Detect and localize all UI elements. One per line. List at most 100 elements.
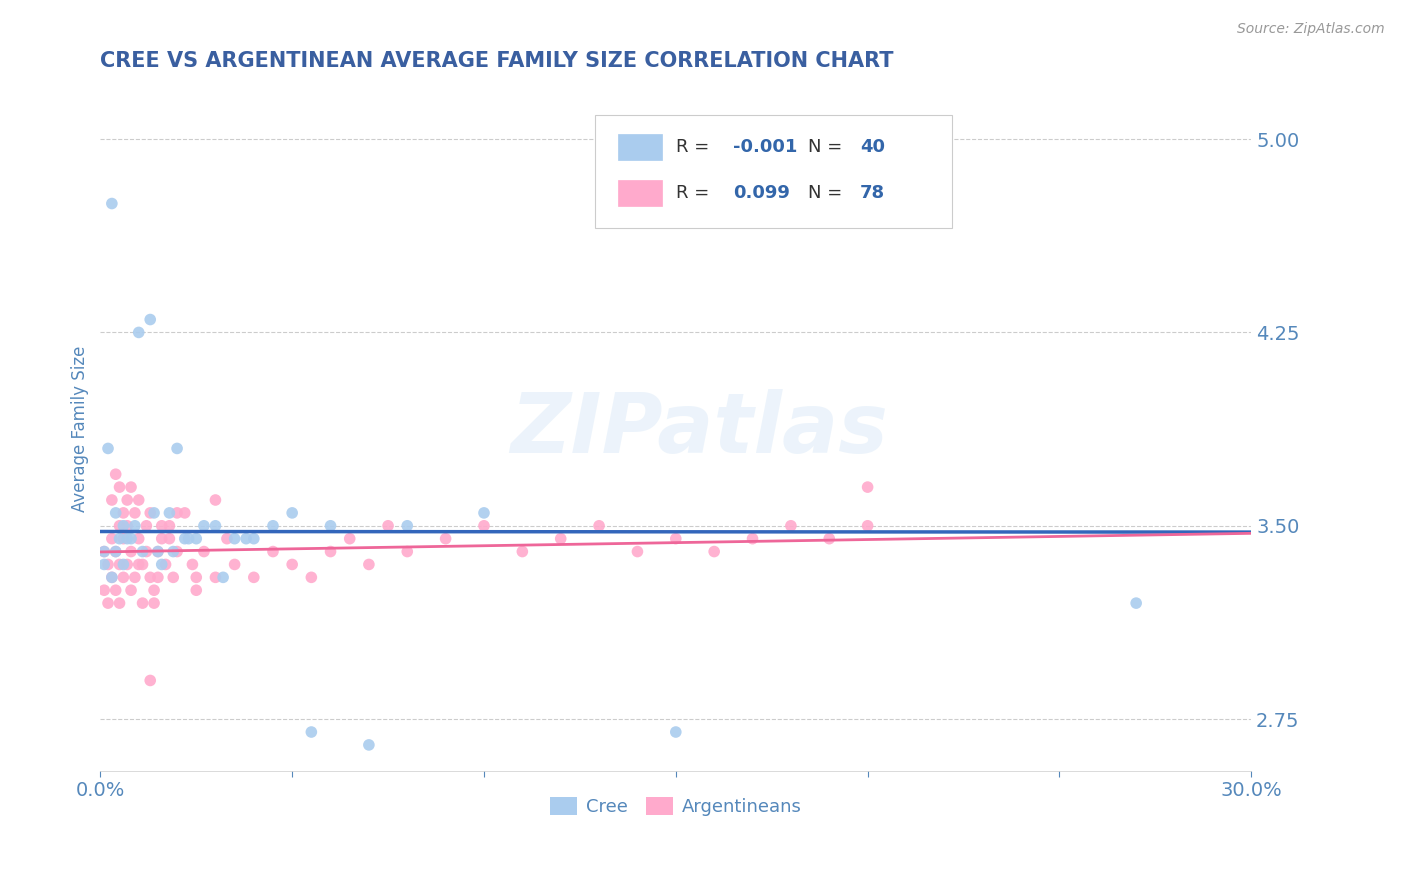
Point	[120, 480, 142, 494]
Point	[212, 570, 235, 584]
Point	[818, 532, 841, 546]
Point	[157, 506, 180, 520]
Point	[856, 480, 879, 494]
Point	[157, 518, 180, 533]
Point	[224, 558, 246, 572]
Point	[186, 532, 208, 546]
Point	[101, 570, 124, 584]
Y-axis label: Average Family Size: Average Family Size	[72, 346, 89, 512]
Text: R =: R =	[676, 185, 714, 202]
Text: 78: 78	[860, 185, 884, 202]
Point	[131, 544, 153, 558]
Text: 40: 40	[860, 138, 884, 156]
Point	[104, 544, 127, 558]
Point	[204, 493, 226, 508]
Point	[550, 532, 572, 546]
Point	[472, 518, 495, 533]
Point	[434, 532, 457, 546]
Point	[93, 583, 115, 598]
Point	[588, 518, 610, 533]
Point	[262, 518, 284, 533]
Point	[101, 570, 124, 584]
Point	[299, 725, 322, 739]
Point	[131, 596, 153, 610]
Point	[128, 326, 150, 340]
Point	[281, 506, 304, 520]
Point	[104, 583, 127, 598]
Point	[157, 532, 180, 546]
Point	[108, 596, 131, 610]
Point	[357, 558, 380, 572]
Point	[101, 532, 124, 546]
Point	[135, 544, 157, 558]
FancyBboxPatch shape	[619, 180, 662, 206]
Text: N =: N =	[808, 185, 848, 202]
FancyBboxPatch shape	[619, 134, 662, 160]
Point	[235, 532, 257, 546]
Point	[93, 558, 115, 572]
Point	[703, 544, 725, 558]
Point	[93, 544, 115, 558]
Point	[166, 506, 188, 520]
Point	[319, 544, 342, 558]
Point	[112, 570, 135, 584]
Point	[472, 506, 495, 520]
Point	[856, 518, 879, 533]
Text: R =: R =	[676, 138, 714, 156]
Point	[741, 532, 763, 546]
Point	[319, 518, 342, 533]
Point	[124, 518, 146, 533]
Point	[262, 544, 284, 558]
Point	[108, 480, 131, 494]
Point	[112, 506, 135, 520]
Point	[101, 196, 124, 211]
Text: CREE VS ARGENTINEAN AVERAGE FAMILY SIZE CORRELATION CHART: CREE VS ARGENTINEAN AVERAGE FAMILY SIZE …	[100, 51, 894, 70]
Point	[193, 544, 215, 558]
Point	[177, 532, 200, 546]
Text: ZIPatlas: ZIPatlas	[510, 389, 887, 469]
Point	[204, 570, 226, 584]
Point	[299, 570, 322, 584]
Point	[112, 558, 135, 572]
Point	[186, 570, 208, 584]
Point	[150, 532, 173, 546]
Point	[665, 532, 688, 546]
Point	[104, 544, 127, 558]
Text: -0.001: -0.001	[734, 138, 797, 156]
Legend: Cree, Argentineans: Cree, Argentineans	[543, 789, 808, 823]
Point	[243, 532, 266, 546]
Point	[120, 544, 142, 558]
Point	[115, 558, 138, 572]
Point	[224, 532, 246, 546]
Point	[193, 518, 215, 533]
Point	[780, 518, 803, 533]
Point	[166, 544, 188, 558]
Point	[150, 518, 173, 533]
Point	[108, 558, 131, 572]
Point	[115, 493, 138, 508]
Point	[108, 518, 131, 533]
Point	[339, 532, 361, 546]
Text: N =: N =	[808, 138, 848, 156]
Point	[146, 570, 169, 584]
Point	[104, 506, 127, 520]
Point	[146, 544, 169, 558]
Text: 0.099: 0.099	[734, 185, 790, 202]
Point	[155, 558, 177, 572]
Point	[139, 570, 162, 584]
Point	[396, 544, 419, 558]
Point	[97, 558, 120, 572]
Point	[131, 558, 153, 572]
Point	[166, 442, 188, 456]
Point	[377, 518, 399, 533]
Point	[97, 596, 120, 610]
Point	[120, 583, 142, 598]
Point	[162, 570, 184, 584]
Point	[181, 558, 204, 572]
Point	[128, 493, 150, 508]
Point	[173, 532, 195, 546]
Point	[97, 442, 120, 456]
Point	[120, 532, 142, 546]
Point	[162, 544, 184, 558]
Point	[139, 506, 162, 520]
